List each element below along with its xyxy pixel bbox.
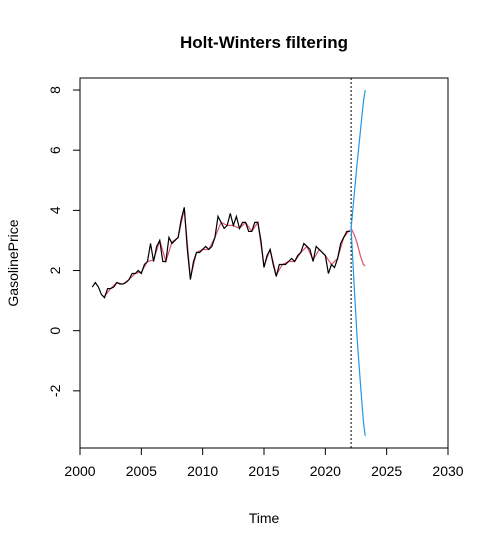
series-line	[350, 89, 366, 229]
x-axis-label: Time	[249, 510, 280, 526]
y-tick-label: 6	[47, 146, 63, 154]
x-tick-label: 2015	[248, 463, 279, 479]
series-line	[350, 228, 366, 437]
chart-title: Holt-Winters filtering	[180, 33, 348, 52]
series-line	[350, 228, 366, 267]
x-tick-label: 2020	[310, 463, 341, 479]
x-tick-label: 2000	[64, 463, 95, 479]
y-tick-label: 4	[47, 206, 63, 214]
y-tick-label: 2	[47, 266, 63, 274]
y-tick-label: -2	[47, 384, 63, 397]
y-tick-label: 0	[47, 327, 63, 335]
x-tick-label: 2005	[126, 463, 157, 479]
x-tick-label: 2030	[432, 463, 463, 479]
y-axis-label: GasolinePrice	[5, 219, 21, 306]
x-tick-label: 2010	[187, 463, 218, 479]
x-tick-label: 2025	[371, 463, 402, 479]
y-tick-label: 8	[47, 86, 63, 94]
series-line	[91, 207, 350, 299]
